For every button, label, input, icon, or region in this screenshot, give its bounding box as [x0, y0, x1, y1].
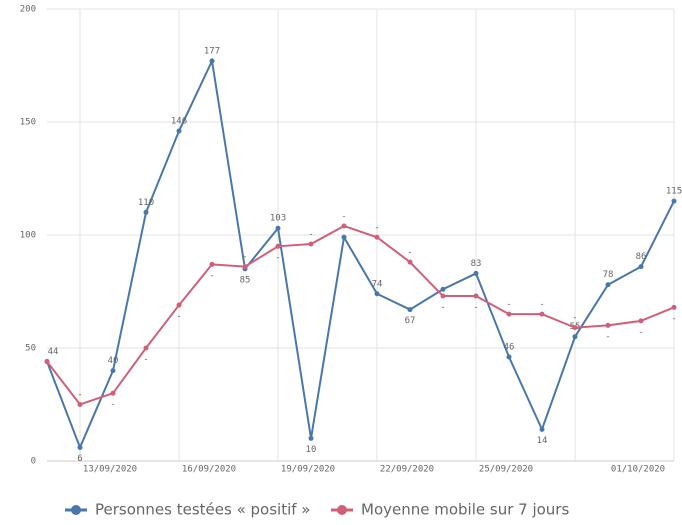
point	[638, 318, 644, 324]
point	[638, 264, 644, 270]
data-label: 44	[48, 347, 59, 357]
data-label: 86	[636, 252, 647, 262]
data-label: -	[308, 230, 313, 240]
point	[176, 128, 182, 134]
data-label: 103	[270, 214, 286, 224]
point	[506, 311, 512, 317]
data-label: -	[275, 253, 280, 263]
point	[473, 270, 479, 276]
y-tick-label: 100	[20, 231, 36, 241]
point	[110, 390, 116, 396]
data-label: -	[407, 248, 412, 258]
point	[143, 209, 149, 215]
point	[275, 243, 281, 249]
data-label: 46	[504, 343, 515, 353]
y-tick-label: 150	[20, 118, 36, 128]
point	[407, 259, 413, 265]
x-tick-label: 25/09/2020	[479, 465, 533, 475]
point	[308, 241, 314, 247]
data-label: -	[572, 313, 577, 323]
x-tick-label: 22/09/2020	[380, 465, 434, 475]
point	[209, 261, 215, 267]
data-label: -	[506, 300, 511, 310]
x-tick-label: 19/09/2020	[281, 465, 335, 475]
data-label: -	[143, 355, 148, 365]
data-label: 67	[405, 316, 416, 326]
data-label: -	[110, 400, 115, 410]
data-label: -	[242, 252, 247, 262]
data-label: 146	[171, 117, 187, 127]
series-line	[46, 224, 675, 406]
y-tick-label: 0	[31, 457, 36, 467]
point	[341, 234, 347, 240]
data-label: 40	[108, 356, 119, 366]
data-label: 10	[306, 445, 317, 455]
point	[440, 293, 446, 299]
x-tick-label: 01/10/2020	[611, 465, 665, 475]
point	[407, 307, 413, 313]
point	[44, 359, 50, 365]
data-label: 14	[537, 436, 548, 446]
point	[671, 198, 677, 204]
point	[440, 286, 446, 292]
data-label: 6	[77, 454, 82, 464]
data-label: -	[341, 211, 346, 221]
x-tick-label: 16/09/2020	[182, 465, 236, 475]
data-label: -	[605, 332, 610, 342]
data-label: -	[209, 271, 214, 281]
data-label: 110	[138, 198, 154, 208]
data-label: -	[374, 223, 379, 233]
data-label: -	[440, 303, 445, 313]
point	[77, 402, 83, 407]
legend-label: Personnes testées « positif »	[95, 501, 310, 519]
point	[374, 234, 380, 240]
data-label: -	[77, 390, 82, 400]
point	[671, 304, 677, 310]
point	[572, 334, 578, 340]
point	[539, 426, 545, 432]
point	[374, 291, 380, 297]
data-label: -	[671, 314, 676, 324]
x-tick-label: 13/09/2020	[83, 465, 137, 475]
point	[77, 444, 83, 450]
data-label: 83	[471, 259, 482, 269]
point	[539, 311, 545, 317]
point	[572, 325, 578, 331]
data-label: -	[176, 312, 181, 322]
point	[242, 264, 248, 270]
point	[275, 225, 281, 231]
data-label: -	[539, 300, 544, 310]
point	[176, 302, 182, 308]
point	[143, 345, 149, 351]
point	[209, 58, 215, 64]
data-label: 74	[372, 279, 383, 289]
point	[341, 223, 347, 229]
point	[605, 282, 611, 288]
point	[110, 368, 116, 374]
point	[506, 354, 512, 360]
legend-dot	[71, 505, 81, 515]
point	[473, 293, 479, 299]
data-label: -	[473, 303, 478, 313]
legend-dot	[337, 505, 347, 515]
y-tick-label: 200	[20, 5, 36, 15]
data-label: -	[638, 327, 643, 337]
point	[605, 322, 611, 328]
data-label: 85	[240, 275, 251, 285]
y-tick-label: 50	[25, 344, 36, 354]
series-line	[46, 57, 675, 451]
data-label: 78	[603, 270, 614, 280]
legend-label: Moyenne mobile sur 7 jours	[361, 501, 569, 519]
data-label: 177	[204, 46, 220, 56]
data-label: 115	[666, 187, 682, 197]
point	[308, 435, 314, 441]
